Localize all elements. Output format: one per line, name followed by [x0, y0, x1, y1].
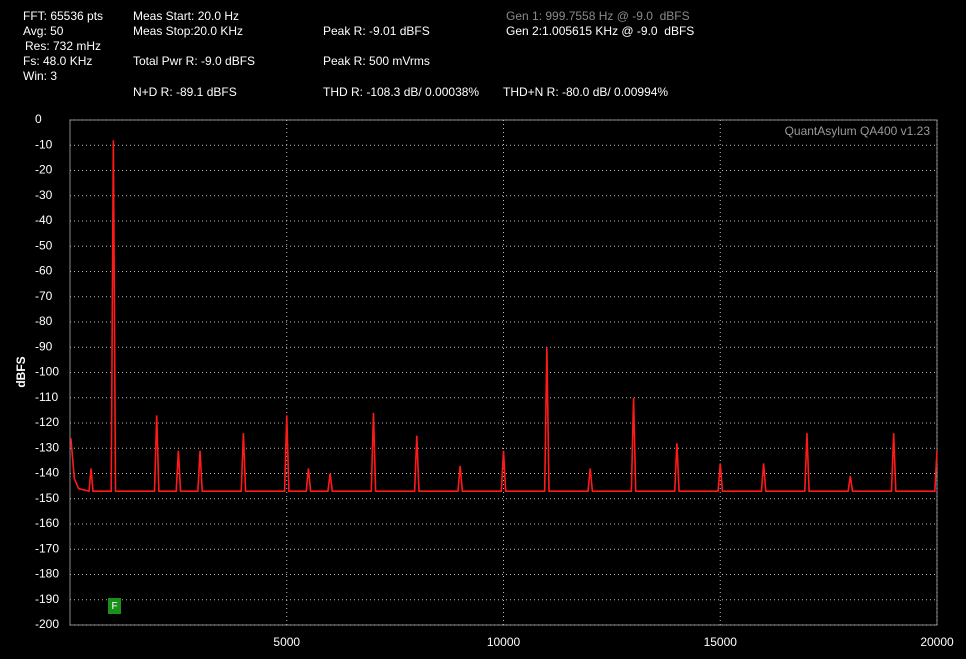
info: Avg: 50 [23, 24, 64, 38]
y-tick-label: -200 [35, 617, 59, 631]
info: Res: 732 mHz [25, 39, 101, 53]
y-tick-label: -190 [35, 592, 59, 606]
info: Gen 2:1.005615 KHz @ -9.0 dBFS [506, 24, 694, 38]
info: Total Pwr R: -9.0 dBFS [133, 54, 255, 68]
y-tick-label: -160 [35, 516, 59, 530]
info: FFT: 65536 pts [23, 9, 103, 23]
y-tick-label: -120 [35, 415, 59, 429]
y-tick-label: -150 [35, 491, 59, 505]
y-tick-label: -140 [35, 466, 59, 480]
info: THD+N R: -80.0 dB/ 0.00994% [503, 85, 668, 99]
x-tick-label: 5000 [273, 635, 300, 649]
x-tick-label: 15000 [704, 635, 738, 649]
y-tick-label: 0 [35, 112, 42, 126]
x-tick-label: 10000 [487, 635, 521, 649]
y-tick-label: -20 [35, 163, 53, 177]
watermark: QuantAsylum QA400 v1.23 [785, 124, 931, 138]
y-tick-label: -60 [35, 264, 53, 278]
marker-box [108, 598, 121, 614]
y-tick-label: -40 [35, 213, 53, 227]
y-tick-label: -180 [35, 567, 59, 581]
marker-label: F [111, 601, 117, 612]
info: Gen 1: 999.7558 Hz @ -9.0 dBFS [506, 9, 690, 23]
y-tick-label: -130 [35, 440, 59, 454]
y-tick-label: -170 [35, 541, 59, 555]
x-tick-label: 20000 [920, 635, 954, 649]
info: THD R: -108.3 dB/ 0.00038% [323, 85, 479, 99]
y-tick-label: -110 [35, 390, 58, 404]
y-tick-label: -80 [35, 314, 53, 328]
y-tick-label: -70 [35, 289, 53, 303]
y-tick-label: -100 [35, 365, 59, 379]
info: Win: 3 [23, 69, 57, 83]
y-tick-label: -10 [35, 137, 53, 151]
y-axis-label: dBFS [14, 356, 28, 387]
info: Peak R: -9.01 dBFS [323, 24, 430, 38]
info: Meas Stop:20.0 KHz [133, 24, 243, 38]
info: N+D R: -89.1 dBFS [133, 85, 237, 99]
info: Meas Start: 20.0 Hz [133, 9, 239, 23]
spectrum-line [70, 140, 938, 493]
y-tick-label: -50 [35, 238, 53, 252]
header: FFT: 65536 pts Avg: 50 Res: 732 mHz Fs: … [23, 9, 694, 99]
y-tick-label: -90 [35, 339, 53, 353]
info: Peak R: 500 mVrms [323, 54, 430, 68]
info: Fs: 48.0 KHz [23, 54, 92, 68]
plot: 0 -10 -20 -30 -40 -50 -60 -70 -80 -90 -100 -110 -120… [35, 112, 954, 649]
y-tick-label: -30 [35, 188, 53, 202]
